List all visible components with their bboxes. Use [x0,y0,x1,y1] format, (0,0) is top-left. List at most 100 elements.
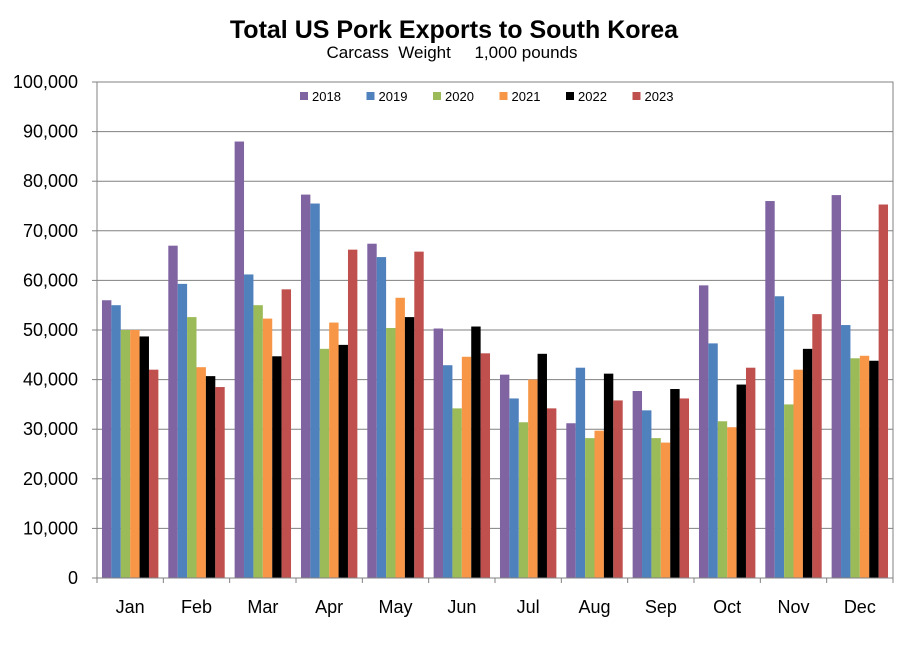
x-tick-label: Dec [844,597,876,617]
bar-aug-2018 [566,423,576,578]
bar-jun-2020 [452,408,462,578]
bar-dec-2022 [869,360,879,578]
y-tick-label: 50,000 [23,320,78,340]
bar-apr-2019 [310,203,320,578]
legend-label-2020: 2020 [445,89,474,104]
y-tick-label: 0 [68,568,78,588]
bar-mar-2022 [272,356,282,578]
bars [101,141,889,579]
bar-feb-2022 [205,376,216,578]
bar-apr-2021 [329,322,339,578]
bar-dec-2020 [850,358,860,578]
chart-title: Total US Pork Exports to South Korea [230,16,679,44]
bar-dec-2019 [841,325,851,578]
bar-sep-2021 [660,442,671,578]
bar-mar-2019 [244,274,254,578]
bar-jun-2019 [443,365,453,578]
bar-may-2022 [404,317,415,578]
x-tick-label: Sep [645,597,677,617]
y-tick-label: 40,000 [23,370,78,390]
bar-dec-2023 [878,204,889,578]
bar-feb-2019 [177,283,188,578]
x-tick-label: Mar [247,597,278,617]
bar-aug-2022 [603,373,614,578]
bar-apr-2023 [347,249,358,578]
bar-jan-2019 [111,305,121,578]
x-tick-label: Jun [447,597,476,617]
legend-label-2021: 2021 [512,89,541,104]
bar-dec-2021 [859,355,870,578]
legend-swatch-2021 [499,92,508,100]
y-tick-label: 90,000 [23,122,78,142]
bar-aug-2019 [575,367,586,578]
bar-nov-2018 [765,201,775,579]
bar-aug-2021 [594,430,604,578]
bar-oct-2019 [708,343,718,578]
bar-jul-2018 [499,374,510,578]
y-tick-label: 80,000 [23,171,78,191]
bar-mar-2021 [262,318,273,578]
bar-feb-2020 [187,317,197,578]
legend-swatch-2022 [566,92,574,100]
legend-swatch-2020 [433,92,441,100]
bar-sep-2019 [642,410,652,578]
bar-sep-2020 [651,438,661,578]
legend-label-2019: 2019 [379,89,408,104]
x-tick-label: May [378,597,412,617]
bar-sep-2022 [670,389,680,578]
bar-jun-2023 [480,353,491,578]
bar-feb-2018 [168,245,178,578]
bar-jul-2023 [546,408,557,578]
bar-sep-2018 [632,391,643,578]
bar-jul-2020 [518,422,529,578]
x-tick-label: Aug [578,597,610,617]
x-tick-label: Oct [713,597,741,617]
bar-oct-2023 [745,367,756,578]
bar-jan-2021 [130,330,140,578]
legend-label-2018: 2018 [312,89,341,104]
bar-oct-2021 [727,427,737,578]
bar-oct-2022 [736,384,746,578]
bar-jun-2018 [433,328,444,578]
bar-nov-2023 [812,314,822,578]
bar-may-2023 [414,251,424,578]
y-tick-label: 20,000 [23,469,78,489]
y-tick-label: 10,000 [23,518,78,538]
bar-feb-2021 [196,367,206,578]
bar-apr-2022 [338,344,348,578]
bar-may-2019 [376,257,387,578]
bar-dec-2018 [831,195,842,578]
bar-oct-2020 [717,421,728,578]
bar-mar-2018 [234,141,245,578]
bar-may-2020 [386,328,396,578]
bar-mar-2020 [253,305,263,578]
bar-jun-2021 [461,356,472,578]
bar-jul-2019 [509,398,519,578]
y-tick-label: 100,000 [13,72,78,92]
legend-label-2023: 2023 [645,89,674,104]
bar-jul-2021 [528,379,538,578]
bar-jun-2022 [471,326,481,578]
legend-label-2022: 2022 [578,89,607,104]
bar-nov-2022 [802,348,813,578]
bar-mar-2023 [281,289,292,578]
bar-nov-2021 [793,369,803,578]
legend-swatch-2019 [366,92,375,100]
legend: 2018 2019 2020 2021 2022 2023 [300,89,673,104]
bar-sep-2023 [679,398,690,578]
bar-jul-2022 [537,353,547,578]
x-tick-label: Nov [777,597,809,617]
bar-feb-2023 [215,387,225,578]
y-tick-label: 30,000 [23,419,78,439]
axes: 0 10,000 20,000 30,000 40,000 50,000 60,000 70,… [13,72,894,617]
x-tick-label: Apr [315,597,343,617]
bar-aug-2023 [613,400,623,578]
x-tick-label: Jan [116,597,145,617]
bar-jan-2018 [101,300,112,578]
bar-nov-2020 [784,404,794,578]
bar-jan-2020 [120,330,131,578]
bar-aug-2020 [585,438,595,578]
y-tick-label: 60,000 [23,270,78,290]
